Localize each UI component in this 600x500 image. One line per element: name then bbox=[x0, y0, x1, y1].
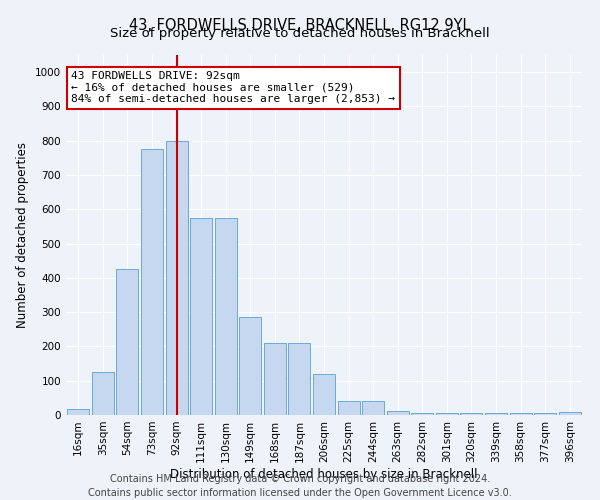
Bar bbox=[509, 412, 532, 415]
Y-axis label: Number of detached properties: Number of detached properties bbox=[16, 142, 29, 328]
Bar bbox=[338, 402, 359, 415]
Bar bbox=[92, 372, 114, 415]
Bar bbox=[141, 150, 163, 415]
Bar bbox=[166, 140, 188, 415]
Bar bbox=[289, 343, 310, 415]
Bar bbox=[215, 218, 237, 415]
Bar bbox=[559, 412, 581, 415]
Bar bbox=[460, 412, 482, 415]
Bar bbox=[534, 412, 556, 415]
Bar bbox=[362, 402, 384, 415]
Text: 43, FORDWELLS DRIVE, BRACKNELL, RG12 9YL: 43, FORDWELLS DRIVE, BRACKNELL, RG12 9YL bbox=[129, 18, 471, 32]
Bar bbox=[386, 411, 409, 415]
Bar bbox=[313, 374, 335, 415]
Text: Contains HM Land Registry data © Crown copyright and database right 2024.
Contai: Contains HM Land Registry data © Crown c… bbox=[88, 474, 512, 498]
Text: 43 FORDWELLS DRIVE: 92sqm
← 16% of detached houses are smaller (529)
84% of semi: 43 FORDWELLS DRIVE: 92sqm ← 16% of detac… bbox=[71, 71, 395, 104]
Bar bbox=[116, 270, 139, 415]
Bar bbox=[67, 409, 89, 415]
Bar bbox=[411, 412, 433, 415]
Bar bbox=[239, 318, 262, 415]
Text: Size of property relative to detached houses in Bracknell: Size of property relative to detached ho… bbox=[110, 28, 490, 40]
Bar bbox=[485, 412, 507, 415]
Bar bbox=[436, 412, 458, 415]
Bar bbox=[264, 343, 286, 415]
X-axis label: Distribution of detached houses by size in Bracknell: Distribution of detached houses by size … bbox=[170, 468, 478, 480]
Bar bbox=[190, 218, 212, 415]
